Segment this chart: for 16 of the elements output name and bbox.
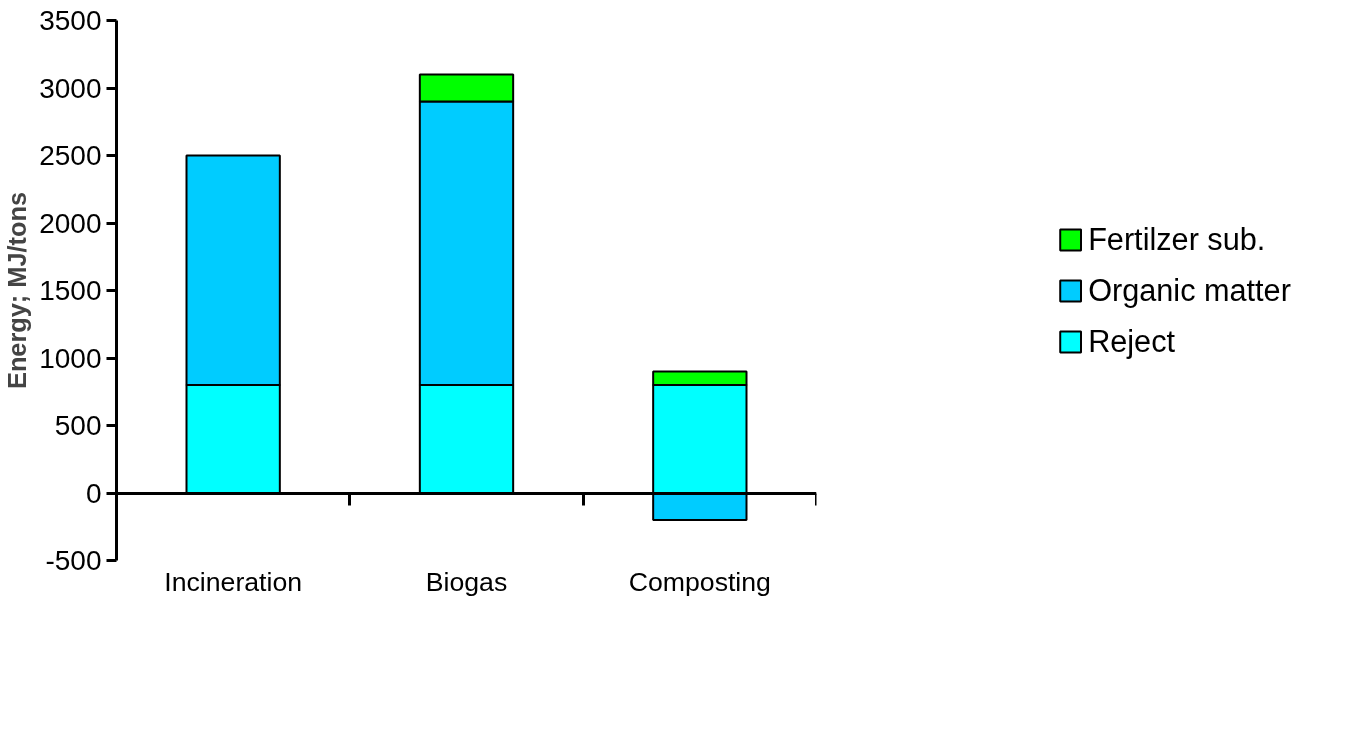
y-tick-label: 1000 [39, 342, 102, 374]
y-tick-label: 3000 [39, 72, 102, 104]
y-tick-label: 2500 [39, 140, 102, 171]
y-axis-title: Energy; MJ/tons [3, 191, 32, 390]
y-tick-label: 3500 [39, 5, 102, 36]
x-tick-label: Incineration [164, 566, 303, 597]
x-tick-label: Composting [628, 566, 771, 597]
y-tick-label: -500 [45, 545, 102, 576]
x-tick-label: Biogas [425, 566, 508, 597]
y-tick-label: 1500 [39, 275, 102, 306]
y-tick-label: 2000 [39, 207, 102, 239]
legend-label: Organic matter [1088, 272, 1291, 308]
y-tick-label: 500 [54, 410, 102, 441]
legend-label: Reject [1088, 323, 1176, 359]
legend-label: Fertilzer sub. [1088, 221, 1266, 257]
y-tick-label: 0 [85, 477, 102, 509]
